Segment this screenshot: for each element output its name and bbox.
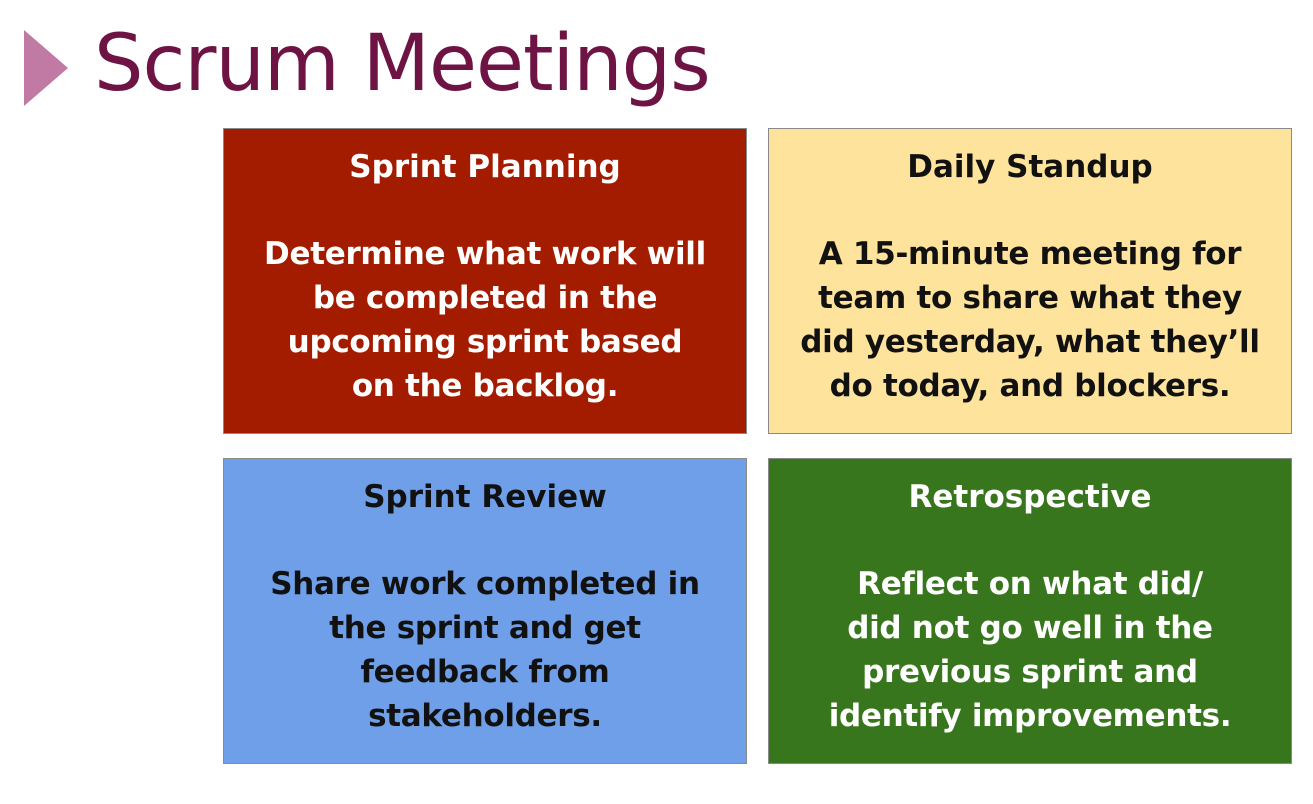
card-sprint-review: Sprint Review Share work completed in th… xyxy=(223,458,747,764)
card-body: Share work completed in the sprint and g… xyxy=(234,562,736,738)
card-body-line: feedback from xyxy=(360,654,610,690)
card-body-line: Share work completed in xyxy=(270,566,700,602)
card-body-line: did not go well in the xyxy=(847,610,1213,646)
card-heading: Sprint Review xyxy=(363,479,607,515)
card-body-line: A 15-minute meeting for xyxy=(818,236,1242,272)
card-heading: Sprint Planning xyxy=(349,149,621,185)
card-sprint-planning: Sprint Planning Determine what work will… xyxy=(223,128,747,434)
card-body: A 15-minute meeting for team to share wh… xyxy=(779,232,1281,408)
card-body-line: do today, and blockers. xyxy=(829,368,1231,404)
card-body-line: previous sprint and xyxy=(862,654,1198,690)
title-row: Scrum Meetings xyxy=(0,0,1313,120)
card-body: Determine what work will be completed in… xyxy=(234,232,736,408)
card-body-line: Determine what work will xyxy=(264,236,706,272)
triangle-arrow-icon xyxy=(24,30,68,106)
card-daily-standup: Daily Standup A 15-minute meeting for te… xyxy=(768,128,1292,434)
card-retrospective: Retrospective Reflect on what did/ did n… xyxy=(768,458,1292,764)
card-body-line: did yesterday, what they’ll xyxy=(800,324,1260,360)
card-body-line: the sprint and get xyxy=(329,610,641,646)
card-heading: Daily Standup xyxy=(907,149,1153,185)
card-body-line: be completed in the xyxy=(312,280,658,316)
card-heading: Retrospective xyxy=(908,479,1152,515)
card-body-line: on the backlog. xyxy=(351,368,619,404)
card-body-line: Reflect on what did/ xyxy=(857,566,1203,602)
card-body-line: identify improvements. xyxy=(828,698,1232,734)
meetings-grid: Sprint Planning Determine what work will… xyxy=(223,128,1294,768)
card-body-line: upcoming sprint based xyxy=(287,324,683,360)
card-body-line: stakeholders. xyxy=(368,698,602,734)
card-body-line: team to share what they xyxy=(818,280,1242,316)
slide-title: Scrum Meetings xyxy=(94,19,711,109)
card-body: Reflect on what did/ did not go well in … xyxy=(779,562,1281,738)
